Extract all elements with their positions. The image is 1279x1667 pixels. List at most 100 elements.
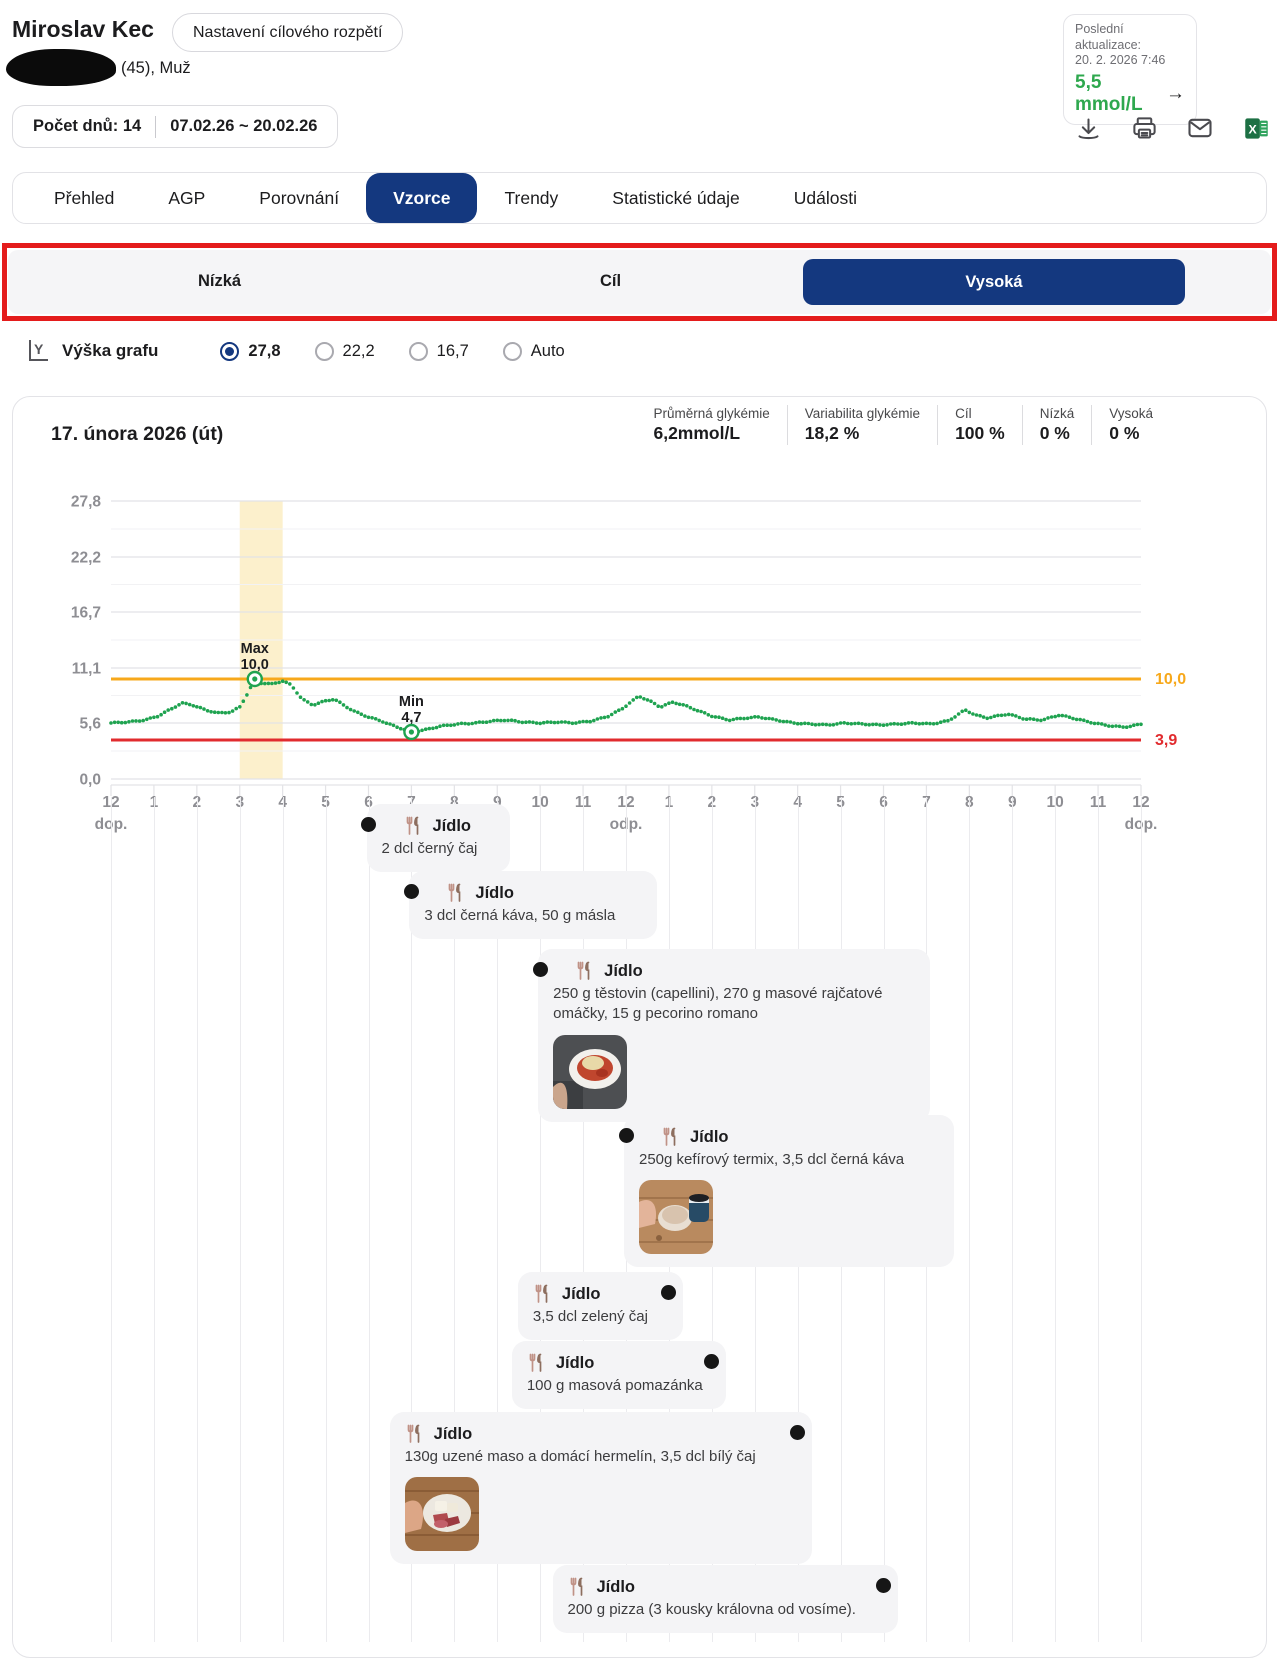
meal-title-row: Jídlo xyxy=(527,1353,711,1373)
mail-icon[interactable] xyxy=(1186,114,1214,142)
svg-text:11,1: 11,1 xyxy=(72,661,102,678)
meal-card-6[interactable]: Jídlo 100 g masová pomazánka xyxy=(511,1341,726,1410)
y-axis-icon: Y xyxy=(29,340,48,361)
target-range-settings-button[interactable]: Nastavení cílového rozpětí xyxy=(172,13,404,52)
meal-time-dot[interactable] xyxy=(361,817,376,832)
stat-value: 18,2 % xyxy=(804,423,860,443)
svg-text:3,9: 3,9 xyxy=(1155,732,1177,749)
fork-knife-icon xyxy=(533,1284,553,1304)
meal-title: Jídlo xyxy=(475,883,514,902)
fork-knife-icon xyxy=(661,1127,681,1147)
stat-divider xyxy=(786,405,788,445)
meal-photo-meat[interactable] xyxy=(404,1477,479,1552)
meal-title-row: Jídlo xyxy=(568,1577,883,1597)
download-icon[interactable] xyxy=(1074,114,1102,142)
radio-label: 22,2 xyxy=(342,341,375,360)
meal-time-dot[interactable] xyxy=(704,1354,720,1369)
tab-trendy[interactable]: Trendy xyxy=(504,187,559,208)
date-range-selector[interactable]: Počet dnů: 14 07.02.26 ~ 20.02.26 xyxy=(12,105,339,148)
meal-card-5[interactable]: Jídlo 3,5 dcl zelený čaj xyxy=(517,1272,683,1341)
meal-title: Jídlo xyxy=(432,816,472,835)
patient-meta: (45), Muž xyxy=(121,59,191,77)
chart-height-label: Výška grafu xyxy=(62,341,159,360)
meal-title-row: Jídlo xyxy=(639,1127,939,1147)
day-detail-panel: 17. února 2026 (út) Průměrná glykémie 6,2… xyxy=(12,396,1267,1658)
excel-icon[interactable]: X xyxy=(1242,114,1270,142)
timeline-gridline xyxy=(196,797,198,1642)
svg-text:Y: Y xyxy=(34,341,44,357)
day-stats-row: Průměrná glykémie 6,2mmol/L Variabilita gl… xyxy=(636,405,1170,445)
radio-circle[interactable] xyxy=(408,341,428,361)
timeline-gridline xyxy=(1141,797,1142,1642)
meal-card-7[interactable]: Jídlo 130g uzené maso a domácí hermelín, … xyxy=(389,1412,812,1565)
meal-card-8[interactable]: Jídlo 200 g pizza (3 kousky královna od v… xyxy=(552,1565,898,1634)
meal-time-dot[interactable] xyxy=(661,1285,677,1300)
fork-knife-icon xyxy=(405,1424,425,1444)
svg-text:10: 10 xyxy=(1047,794,1064,811)
meal-card-3[interactable]: Jídlo 250 g těstovin (capellini), 270 g m… xyxy=(538,949,931,1122)
meal-title: Jídlo xyxy=(596,1577,636,1596)
meal-description: 200 g pizza (3 kousky královna od vosíme… xyxy=(567,1601,856,1618)
range-option-high-selected[interactable]: Vysoká xyxy=(803,259,1185,305)
stat-block: Vysoká 0 % xyxy=(1092,406,1170,444)
day-title: 17. února 2026 (út) xyxy=(51,423,224,445)
range-option-target[interactable]: Cíl xyxy=(600,272,622,290)
meal-time-dot[interactable] xyxy=(618,1128,634,1143)
print-icon[interactable] xyxy=(1130,114,1158,142)
svg-text:22,2: 22,2 xyxy=(71,550,101,567)
radio-circle[interactable] xyxy=(314,341,334,361)
meal-photo-kefir[interactable] xyxy=(639,1180,713,1255)
meal-time-dot[interactable] xyxy=(876,1578,891,1593)
svg-text:27,8: 27,8 xyxy=(71,494,102,511)
tab-porovn-n-[interactable]: Porovnání xyxy=(259,187,340,208)
svg-text:0,0: 0,0 xyxy=(79,772,101,789)
timeline-gridline xyxy=(239,797,241,1642)
tab-vzorce[interactable]: Vzorce xyxy=(366,173,478,223)
radio-label: 16,7 xyxy=(436,341,469,360)
tab-ud-losti[interactable]: Události xyxy=(793,187,857,208)
meal-card-2[interactable]: Jídlo 3 dcl černá káva, 50 g másla xyxy=(409,871,658,940)
chart-height-radio-22-2[interactable]: 22,2 xyxy=(314,341,375,361)
tab-agp[interactable]: AGP xyxy=(168,187,206,208)
last-update-card: Poslední aktualizace: 20. 2. 2026 7:46 5… xyxy=(1063,14,1197,125)
export-toolbar: X xyxy=(990,110,1270,146)
meal-card-1[interactable]: Jídlo 2 dcl černý čaj xyxy=(366,804,510,873)
meal-title-row: Jídlo xyxy=(553,961,915,981)
meal-title: Jídlo xyxy=(433,1424,473,1443)
stat-label: Průměrná glykémie xyxy=(653,406,770,421)
timeline-gridline xyxy=(1098,797,1100,1642)
chart-height-options: 27,8 22,2 16,7 Auto xyxy=(220,341,565,361)
radio-circle[interactable] xyxy=(502,341,522,361)
timeline-gridline xyxy=(153,797,155,1642)
svg-text:Min: Min xyxy=(399,694,424,710)
svg-text:10,0: 10,0 xyxy=(241,657,269,673)
timeline-gridline xyxy=(325,797,327,1642)
meal-time-dot[interactable] xyxy=(403,884,419,899)
chart-height-radio-27-8[interactable]: 27,8 xyxy=(220,341,281,361)
chart-height-radio-16-7[interactable]: 16,7 xyxy=(408,341,469,361)
radio-circle[interactable] xyxy=(220,341,240,361)
tab-statistick-daje[interactable]: Statistické údaje xyxy=(612,187,740,208)
chart-height-control: Y Výška grafu 27,8 22,2 16,7 Auto xyxy=(12,330,912,372)
meal-timeline: Jídlo 2 dcl černý čaj Jídlo 3 dcl černá káv… xyxy=(13,797,1266,1649)
annotation-highlight-rectangle xyxy=(2,243,1277,321)
arrow-right-icon[interactable]: → xyxy=(1166,82,1185,104)
meal-title-row: Jídlo xyxy=(424,883,642,903)
fork-knife-icon xyxy=(568,1577,588,1597)
timeline-gridline xyxy=(540,797,542,1642)
tab-p-ehled[interactable]: Přehled xyxy=(54,187,115,208)
meal-card-4[interactable]: Jídlo 250g kefírový termix, 3,5 dcl černá… xyxy=(624,1115,954,1268)
timeline-gridline xyxy=(583,797,585,1642)
svg-text:X: X xyxy=(1248,122,1257,136)
stat-block: Nízká 0 % xyxy=(1023,406,1092,444)
meal-description: 2 dcl černý čaj xyxy=(381,840,478,857)
patient-name: Miroslav Kec xyxy=(12,16,154,42)
timeline-gridline xyxy=(1055,797,1057,1642)
meal-time-dot[interactable] xyxy=(790,1425,806,1440)
chart-height-radio-Auto[interactable]: Auto xyxy=(502,341,565,361)
timeline-gridline xyxy=(111,797,112,1642)
range-option-low[interactable]: Nízká xyxy=(198,272,242,290)
meal-time-dot[interactable] xyxy=(532,962,548,977)
meal-photo-pasta[interactable] xyxy=(553,1034,628,1109)
meal-description: 250 g těstovin (capellini), 270 g masové… xyxy=(553,985,883,1023)
